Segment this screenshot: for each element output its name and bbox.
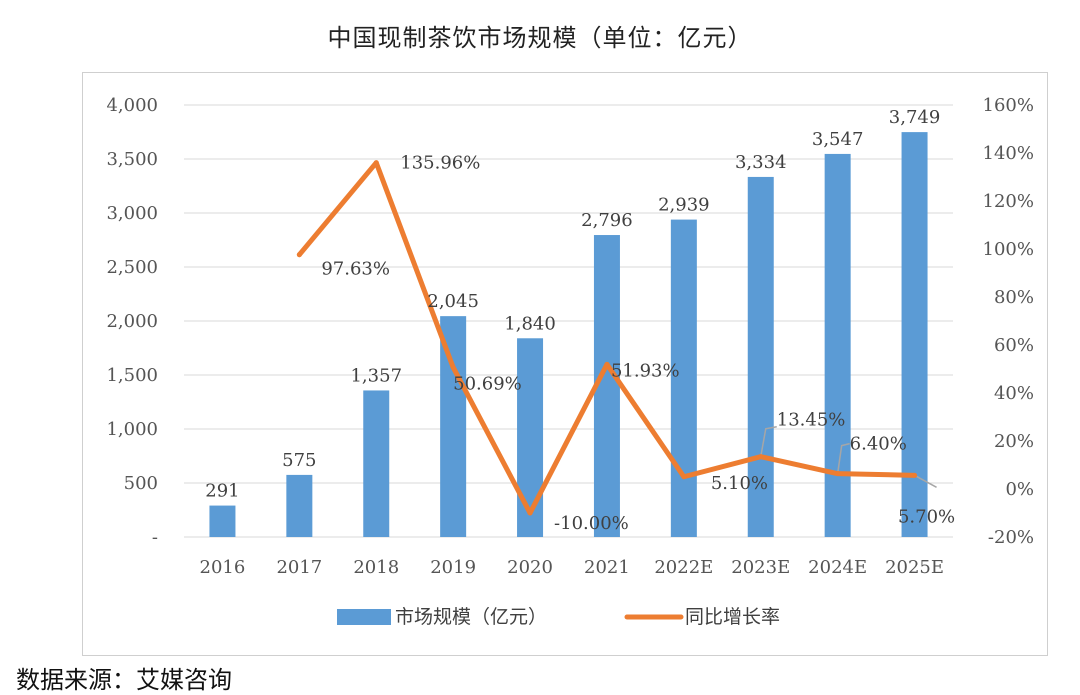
bar (363, 390, 390, 537)
x-axis-tick: 2025E (885, 557, 944, 578)
x-axis-tick: 2016 (200, 557, 246, 578)
legend-bar-label: 市场规模（亿元） (395, 606, 547, 628)
x-axis-tick: 2018 (353, 557, 399, 578)
left-axis-tick: 2,000 (106, 311, 158, 332)
x-axis-tick: 2021 (584, 557, 630, 578)
left-axis-tick: 4,000 (106, 95, 158, 116)
growth-value-label: -10.00% (554, 513, 629, 534)
bar (824, 153, 851, 537)
bar-value-label: 3,547 (812, 129, 864, 150)
right-axis-tick: 0% (1005, 479, 1034, 500)
line-series (296, 160, 918, 516)
growth-point (835, 471, 841, 477)
legend: 市场规模（亿元） 同比增长率 (337, 606, 780, 628)
left-axis-tick: 500 (124, 473, 158, 494)
chart-title: 中国现制茶饮市场规模（单位：亿元） (327, 24, 753, 52)
right-axis-tick: 120% (983, 191, 1034, 212)
bar (517, 338, 544, 537)
x-axis-tick: 2022E (654, 557, 713, 578)
bar-value-label: 1,840 (504, 313, 556, 334)
bar-value-label: 2,796 (581, 210, 633, 231)
bar (670, 219, 697, 537)
leader-line (760, 425, 777, 457)
axes: - 500 1,000 1,500 2,000 2,500 3,000 3,500 4,000 -… (106, 95, 1034, 578)
growth-value-label: 97.63% (321, 259, 390, 280)
growth-value-label: 50.69% (453, 373, 522, 394)
bar (747, 176, 774, 537)
left-axis-tick: - (152, 527, 158, 548)
left-axis-tick: 2,500 (106, 257, 158, 278)
growth-value-label: 51.93% (611, 360, 680, 381)
right-axis-tick: 20% (994, 431, 1034, 452)
bar-value-label: 575 (282, 450, 316, 471)
right-axis-tick: -20% (988, 527, 1034, 548)
chart-area: 291 575 1,357 2,045 1,840 2,796 2,939 3,334 3,54… (82, 72, 1048, 656)
left-axis-tick: 1,500 (106, 365, 158, 386)
bar-value-label: 3,334 (735, 152, 787, 173)
growth-value-label: 6.40% (850, 434, 907, 455)
bar (286, 474, 313, 537)
bar (901, 132, 928, 537)
right-axis-tick: 160% (983, 95, 1034, 116)
leader-line (914, 474, 937, 488)
left-axis-tick: 3,500 (106, 149, 158, 170)
bar-value-label: 2,939 (658, 195, 710, 216)
growth-point (681, 474, 687, 480)
x-axis-tick: 2024E (808, 557, 867, 578)
growth-point (296, 252, 302, 258)
bar-value-label: 2,045 (427, 291, 479, 312)
bar-value-label: 3,749 (889, 107, 941, 128)
bar (440, 316, 467, 537)
leader-lines (760, 425, 937, 488)
chart-svg: 291 575 1,357 2,045 1,840 2,796 2,939 3,334 3,54… (106, 95, 1034, 628)
x-axis-tick: 2017 (276, 557, 322, 578)
right-axis-tick: 80% (994, 287, 1034, 308)
source-note: 数据来源：艾媒咨询 (16, 666, 232, 694)
growth-point (373, 160, 379, 166)
bar-value-label: 1,357 (350, 365, 402, 386)
growth-value-label: 135.96% (400, 153, 480, 174)
growth-point (912, 472, 918, 478)
legend-line-label: 同比增长率 (685, 606, 780, 628)
left-axis-tick: 3,000 (106, 203, 158, 224)
bar (209, 505, 236, 537)
bar-value-label: 291 (205, 481, 239, 502)
growth-value-label: 5.10% (711, 473, 768, 494)
legend-bar-swatch (337, 609, 391, 625)
x-axis-tick: 2020 (507, 557, 553, 578)
leader-line (836, 442, 850, 474)
growth-point (758, 454, 764, 460)
right-axis-tick: 100% (983, 239, 1034, 260)
bar-series (209, 132, 928, 538)
right-axis-tick: 40% (994, 383, 1034, 404)
growth-point (450, 364, 456, 370)
left-axis-tick: 1,000 (106, 419, 158, 440)
growth-point (604, 361, 610, 367)
x-axis-tick: 2019 (430, 557, 476, 578)
x-axis-tick: 2023E (731, 557, 790, 578)
right-axis-tick: 140% (983, 143, 1034, 164)
right-axis-tick: 60% (994, 335, 1034, 356)
growth-point (527, 510, 533, 516)
growth-value-label: 13.45% (777, 410, 846, 431)
data-labels: 291 575 1,357 2,045 1,840 2,796 2,939 3,334 3,54… (205, 107, 955, 534)
growth-value-label: 5.70% (898, 506, 955, 527)
